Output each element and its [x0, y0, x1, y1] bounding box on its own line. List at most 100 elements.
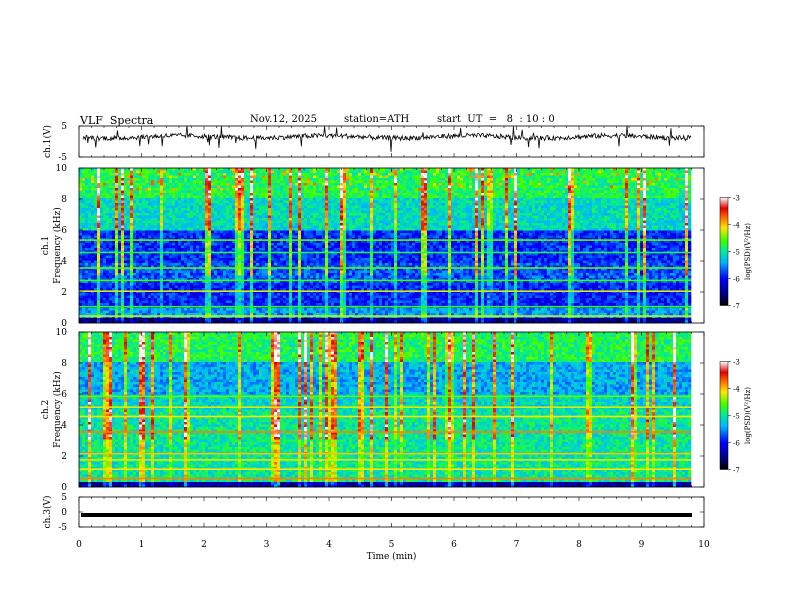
spec-cell	[637, 216, 640, 219]
spec-cell	[490, 196, 493, 199]
spec-cell	[154, 198, 157, 201]
spec-cell	[511, 196, 514, 199]
spec-cell	[658, 181, 661, 184]
spec-cell	[268, 173, 271, 176]
spec-cell	[205, 181, 208, 184]
spec-cell	[553, 208, 556, 211]
spec-cell	[304, 191, 307, 194]
spec-cell	[244, 176, 247, 179]
spec-cell	[412, 203, 415, 206]
spec-cell	[148, 211, 151, 214]
spec-cell	[418, 168, 421, 171]
spec-cell	[196, 168, 199, 171]
spec-cell	[103, 171, 106, 174]
spec-cell	[535, 186, 538, 189]
spec-cell	[559, 206, 562, 209]
spec-cell	[145, 203, 148, 206]
spec-cell	[232, 193, 235, 196]
spec-cell	[166, 196, 169, 199]
spec-cell	[259, 201, 262, 204]
spec-cell	[301, 208, 304, 211]
spec-cell	[238, 218, 241, 221]
spec-cell	[226, 173, 229, 176]
spec-cell	[487, 208, 490, 211]
spec-cell	[217, 213, 220, 216]
spec-cell	[679, 176, 682, 179]
spec-cell	[79, 178, 82, 181]
spec-cell	[118, 173, 121, 176]
spec-cell	[343, 168, 346, 171]
spec-cell	[349, 191, 352, 194]
spec-cell	[436, 186, 439, 189]
spec-cell	[394, 178, 397, 181]
spec-cell	[403, 171, 406, 174]
spec-cell	[241, 198, 244, 201]
spec-cell	[646, 208, 649, 211]
spec-cell	[223, 183, 226, 186]
spec-cell	[397, 216, 400, 219]
spec-cell	[571, 181, 574, 184]
spec-cell	[310, 188, 313, 191]
spec-cell	[436, 206, 439, 209]
spec-cell	[616, 206, 619, 209]
spec-cell	[475, 186, 478, 189]
spec-cell	[487, 218, 490, 221]
spec-cell	[556, 176, 559, 179]
spec-cell	[178, 173, 181, 176]
spec-cell	[385, 203, 388, 206]
spec-cell	[616, 173, 619, 176]
spec-cell	[580, 198, 583, 201]
spec-cell	[478, 216, 481, 219]
spec-cell	[280, 206, 283, 209]
spec-cell	[265, 211, 268, 214]
spec-cell	[478, 211, 481, 214]
spec-cell	[403, 183, 406, 186]
spec-cell	[391, 173, 394, 176]
spec-cell	[247, 183, 250, 186]
spec-cell	[91, 201, 94, 204]
spec-cell	[538, 196, 541, 199]
spec-cell	[283, 216, 286, 219]
spec-cell	[460, 173, 463, 176]
spec-cell	[496, 191, 499, 194]
spec-cell	[562, 186, 565, 189]
spec-cell	[679, 208, 682, 211]
spec-cell	[595, 198, 598, 201]
spec-cell	[370, 171, 373, 174]
spec-cell	[493, 191, 496, 194]
spec-cell	[643, 168, 646, 171]
spec-cell	[166, 193, 169, 196]
spec-cell	[466, 211, 469, 214]
spec-cell	[82, 206, 85, 209]
spec-cell	[178, 201, 181, 204]
spec-cell	[394, 176, 397, 179]
spec-cell	[322, 176, 325, 179]
spec-cell	[493, 193, 496, 196]
spec-cell	[364, 173, 367, 176]
spec-cell	[331, 188, 334, 191]
spec-cell	[331, 183, 334, 186]
spec-cell	[82, 201, 85, 204]
spec-cell	[178, 188, 181, 191]
spec-cell	[274, 171, 277, 174]
spec-cell	[211, 188, 214, 191]
spec-cell	[397, 191, 400, 194]
spec-cell	[463, 191, 466, 194]
spec-cell	[142, 181, 145, 184]
spec-cell	[271, 218, 274, 221]
spec-cell	[265, 181, 268, 184]
spec-cell	[595, 183, 598, 186]
spec-cell	[580, 206, 583, 209]
spec-cell	[565, 191, 568, 194]
spec-cell	[286, 183, 289, 186]
spec-cell	[526, 173, 529, 176]
spec-cell	[298, 193, 301, 196]
spec-cell	[247, 191, 250, 194]
spec-cell	[169, 186, 172, 189]
spec-cell	[637, 211, 640, 214]
spec-cell	[409, 171, 412, 174]
spec-cell	[661, 188, 664, 191]
spec-cell	[109, 198, 112, 201]
spec-cell	[586, 203, 589, 206]
spec-cell	[382, 183, 385, 186]
